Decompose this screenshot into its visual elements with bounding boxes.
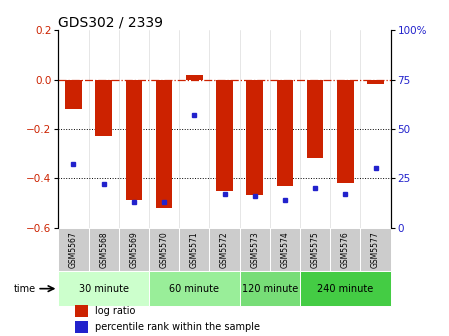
- Bar: [156, 80, 172, 208]
- Bar: [75, 321, 88, 333]
- Bar: [58, 271, 149, 306]
- Text: 60 minute: 60 minute: [169, 284, 219, 294]
- Bar: [240, 227, 270, 271]
- Bar: [58, 227, 88, 271]
- Text: GDS302 / 2339: GDS302 / 2339: [58, 15, 163, 29]
- Bar: [88, 227, 119, 271]
- Text: GSM5569: GSM5569: [129, 231, 138, 267]
- Bar: [300, 271, 391, 306]
- Bar: [307, 80, 323, 159]
- Text: GSM5573: GSM5573: [250, 231, 259, 267]
- Bar: [126, 80, 142, 200]
- Bar: [65, 80, 82, 109]
- Bar: [149, 227, 179, 271]
- Bar: [337, 80, 354, 183]
- Text: GSM5574: GSM5574: [281, 231, 290, 267]
- Text: GSM5577: GSM5577: [371, 231, 380, 267]
- Bar: [330, 227, 361, 271]
- Bar: [247, 80, 263, 196]
- Bar: [75, 305, 88, 317]
- Text: GSM5567: GSM5567: [69, 231, 78, 267]
- Bar: [209, 227, 240, 271]
- Text: 120 minute: 120 minute: [242, 284, 298, 294]
- Text: 240 minute: 240 minute: [317, 284, 374, 294]
- Text: GSM5570: GSM5570: [159, 231, 168, 267]
- Bar: [186, 75, 202, 80]
- Bar: [240, 271, 300, 306]
- Text: 30 minute: 30 minute: [79, 284, 129, 294]
- Text: GSM5572: GSM5572: [220, 231, 229, 267]
- Bar: [149, 271, 240, 306]
- Text: percentile rank within the sample: percentile rank within the sample: [95, 322, 260, 332]
- Bar: [367, 80, 384, 84]
- Bar: [270, 227, 300, 271]
- Text: GSM5576: GSM5576: [341, 231, 350, 267]
- Text: GSM5571: GSM5571: [190, 231, 199, 267]
- Bar: [119, 227, 149, 271]
- Bar: [300, 227, 330, 271]
- Text: time: time: [13, 284, 36, 294]
- Bar: [216, 80, 233, 191]
- Bar: [179, 227, 209, 271]
- Text: GSM5575: GSM5575: [311, 231, 320, 267]
- Bar: [277, 80, 293, 185]
- Text: log ratio: log ratio: [95, 306, 135, 316]
- Bar: [95, 80, 112, 136]
- Text: GSM5568: GSM5568: [99, 231, 108, 267]
- Bar: [361, 227, 391, 271]
